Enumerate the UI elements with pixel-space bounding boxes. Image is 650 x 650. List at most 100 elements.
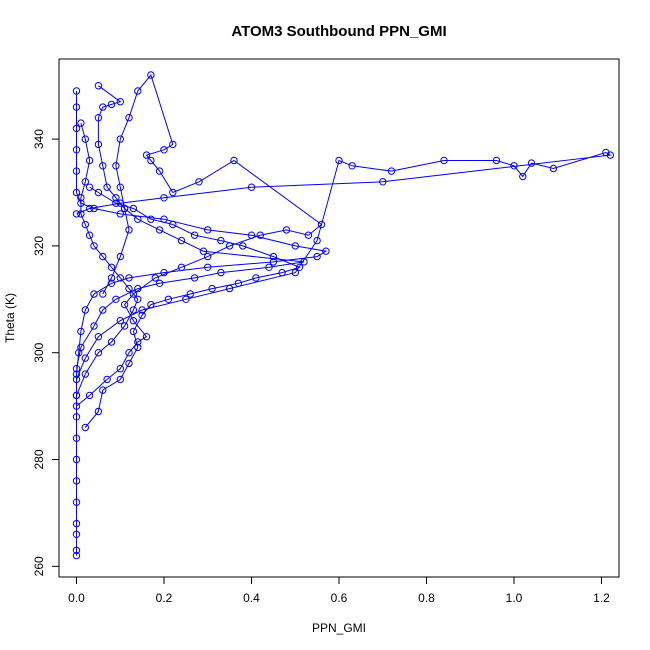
data-point [155,279,164,287]
data-point [112,295,120,303]
y-tick-label: 280 [32,449,46,469]
series-6 [72,119,142,400]
data-point [72,519,81,528]
data-point [94,140,103,149]
data-point [107,338,116,346]
data-point [182,295,190,303]
data-point [147,156,155,165]
data-point [134,338,142,346]
data-point [120,204,129,213]
data-point [72,477,81,485]
data-point [103,183,111,191]
data-point [77,194,85,202]
data-point [72,413,81,421]
x-axis: 0.0 0.2 0.4 0.6 0.8 1.0 1.2 [68,576,610,605]
data-point [81,306,90,314]
data-point [217,236,225,245]
data-point [90,322,98,330]
data-point [291,268,299,277]
data-point [129,327,138,336]
data-point [72,551,81,560]
data-point [85,391,94,400]
data-point [72,402,81,410]
data-point [81,354,90,362]
data-point [116,317,125,325]
data-point [129,317,138,325]
data-point [177,263,186,271]
data-point [134,295,142,303]
data-point [72,375,81,384]
data-point [160,146,168,154]
data-point [72,455,81,464]
data-point [72,498,81,506]
data-point [77,327,85,336]
data-point [72,146,81,154]
data-point [282,226,291,234]
data-point [94,349,103,357]
series-line [76,85,305,369]
data-point [147,300,155,309]
data-point [77,343,85,352]
data-point [208,284,216,293]
x-tick-label: 0.6 [331,591,348,605]
data-point [186,290,195,298]
data-point [94,333,103,341]
y-tick-label: 260 [32,556,46,576]
series-3 [72,71,326,410]
data-point [116,183,125,191]
data-point [247,183,256,191]
data-point [85,183,94,191]
data-point [440,156,448,165]
data-point [265,263,273,271]
x-tick-label: 1.0 [506,591,523,605]
data-point [195,178,203,186]
series-4 [72,82,308,373]
data-point [116,274,125,282]
series-1 [72,87,330,560]
data-point [125,359,133,368]
data-point [85,156,94,165]
data-point [112,162,120,170]
data-point [204,252,212,261]
data-point [94,82,103,90]
data-point [72,124,81,133]
data-point [199,247,208,255]
data-point [204,226,212,234]
data-point [190,231,199,239]
data-point [81,423,90,432]
data-layer [72,71,614,560]
data-point [527,159,536,167]
data-point [138,306,146,314]
data-point [85,231,94,239]
data-point [72,103,81,111]
data-point [606,151,614,159]
data-point [129,204,138,213]
data-point [134,215,142,223]
data-point [492,156,501,165]
x-tick-label: 0.4 [243,591,260,605]
data-point [116,365,125,373]
y-axis-label: Theta (K) [3,293,17,343]
data-point [322,247,330,255]
data-point [99,386,107,394]
data-point [107,274,116,282]
data-point [142,333,151,341]
data-point [147,71,155,79]
y-tick-label: 300 [32,342,46,362]
series-line [76,73,323,407]
data-point [129,306,138,314]
data-point [190,274,199,282]
data-point [134,343,142,352]
data-point [169,140,177,149]
data-point [125,349,133,357]
data-point [107,263,116,271]
data-point [138,311,146,319]
y-tick-label: 320 [32,236,46,256]
data-point [90,290,98,298]
data-point [94,188,103,197]
series-line [76,91,328,556]
data-point [85,204,94,213]
data-point [120,300,129,309]
data-point [72,370,81,378]
